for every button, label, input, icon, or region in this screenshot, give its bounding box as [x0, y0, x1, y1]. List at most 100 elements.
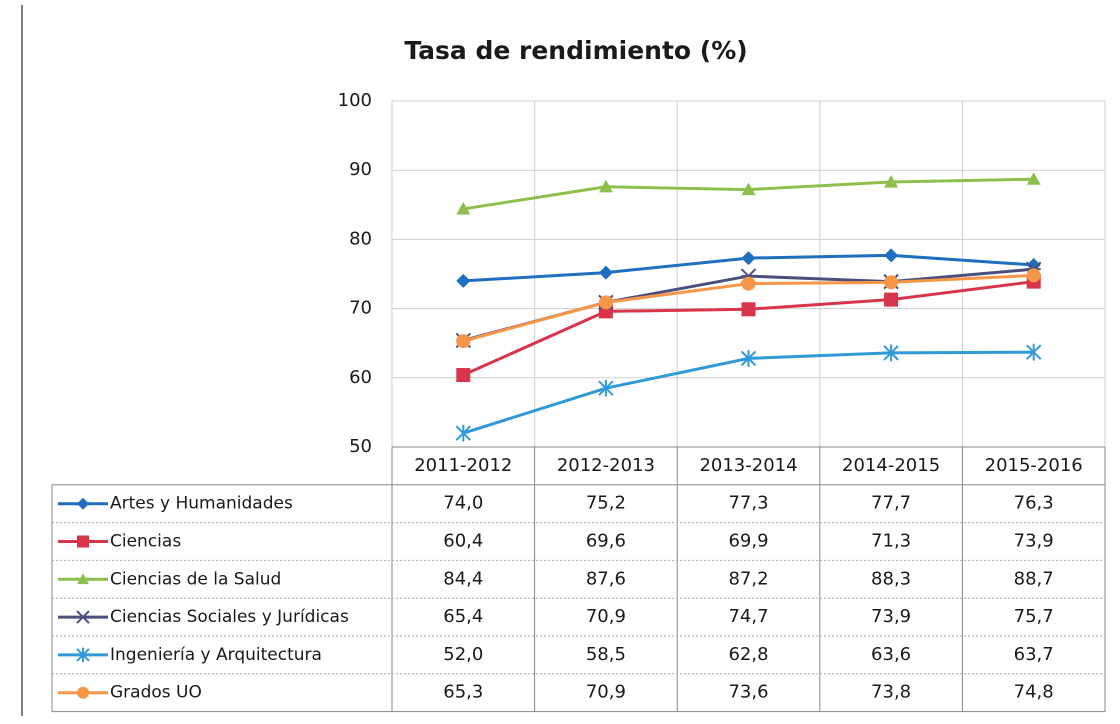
point-marker	[741, 182, 756, 196]
table-value: 75,7	[1014, 606, 1054, 627]
point-marker-part	[456, 201, 471, 215]
point-marker-part	[884, 292, 899, 307]
legend-marker-part	[77, 497, 89, 510]
table-value: 70,9	[586, 606, 626, 627]
table-value: 69,9	[728, 531, 768, 552]
point-marker-part	[1026, 268, 1041, 283]
table-value: 60,4	[443, 531, 483, 552]
y-tick-label: 90	[349, 159, 372, 180]
point-marker	[884, 292, 899, 307]
table-value: 65,3	[443, 682, 483, 703]
legend-marker-part	[77, 686, 89, 699]
legend-marker	[77, 535, 89, 548]
point-marker-part	[884, 248, 899, 263]
point-marker-part	[456, 334, 471, 349]
table-value: 65,4	[443, 606, 483, 627]
x-tick-label: 2015-2016	[985, 455, 1083, 476]
legend-marker-part	[77, 535, 89, 548]
table-value: 75,2	[586, 493, 626, 514]
x-tick-label: 2013-2014	[699, 455, 797, 476]
table-value: 88,3	[871, 568, 911, 589]
table-value: 87,2	[728, 568, 768, 589]
table-value: 52,0	[443, 644, 483, 665]
legend-marker	[76, 647, 90, 663]
y-tick-label: 80	[349, 228, 372, 249]
point-marker-part	[741, 251, 756, 266]
point-marker	[741, 302, 756, 317]
point-marker	[884, 174, 899, 188]
table-value: 73,6	[728, 682, 768, 703]
table-value: 87,6	[586, 568, 626, 589]
table-value: 63,6	[871, 644, 911, 665]
table-value: 74,0	[443, 493, 483, 514]
point-marker	[884, 275, 899, 290]
point-marker	[455, 424, 472, 442]
table-value: 74,7	[728, 606, 768, 627]
legend-marker	[77, 497, 89, 510]
point-marker	[456, 334, 471, 349]
legend-marker	[76, 610, 90, 624]
table-value: 73,9	[1014, 531, 1054, 552]
legend-marker	[77, 686, 89, 699]
point-marker	[598, 265, 613, 280]
point-marker	[884, 248, 899, 263]
legend-marker-part	[77, 573, 89, 585]
x-tick-label: 2014-2015	[842, 455, 940, 476]
point-marker-part	[456, 368, 471, 383]
legend-label: Ciencias Sociales y Jurídicas	[110, 607, 349, 627]
point-marker-part	[1026, 172, 1041, 185]
table-value: 63,7	[1014, 644, 1054, 665]
x-tick-label: 2011-2012	[414, 455, 512, 476]
point-marker-part	[884, 174, 899, 188]
point-marker-part	[741, 276, 756, 291]
point-marker-part	[598, 179, 613, 193]
point-marker	[1026, 268, 1041, 283]
table-value: 70,9	[586, 682, 626, 703]
chart-title: Tasa de rendimiento (%)	[404, 36, 747, 65]
table-value: 77,7	[871, 493, 911, 514]
y-tick-label: 70	[349, 298, 372, 319]
point-marker-part	[884, 275, 899, 290]
table-value: 76,3	[1014, 493, 1054, 514]
point-marker	[883, 344, 899, 362]
legend-label: Grados UO	[110, 683, 202, 703]
point-marker	[456, 273, 471, 288]
point-marker-part	[456, 273, 471, 288]
point-marker	[456, 368, 471, 383]
point-marker	[1026, 172, 1041, 185]
y-tick-label: 60	[349, 367, 372, 388]
point-marker	[598, 295, 613, 310]
point-marker-part	[598, 265, 613, 280]
y-tick-label: 50	[349, 436, 372, 457]
point-marker	[740, 350, 757, 367]
table-value: 73,9	[871, 606, 911, 627]
point-marker	[741, 276, 756, 291]
point-marker-part	[741, 302, 756, 317]
table-value: 62,8	[728, 644, 768, 665]
point-marker	[598, 179, 613, 193]
legend-label: Artes y Humanidades	[110, 494, 293, 514]
point-marker	[456, 201, 471, 215]
point-marker	[741, 251, 756, 266]
x-tick-label: 2012-2013	[557, 455, 655, 476]
table-value: 73,8	[871, 682, 911, 703]
point-marker	[1025, 343, 1042, 361]
point-marker-part	[741, 182, 756, 196]
table-value: 58,5	[586, 644, 626, 665]
table-value: 71,3	[871, 531, 911, 552]
point-marker-part	[598, 295, 613, 310]
legend-label: Ciencias de la Salud	[110, 569, 281, 589]
table-value: 74,8	[1014, 682, 1054, 703]
table-value: 84,4	[443, 568, 483, 589]
legend-marker	[77, 573, 89, 585]
point-marker	[598, 379, 614, 397]
table-value: 77,3	[728, 493, 768, 514]
y-tick-label: 100	[338, 90, 372, 111]
table-value: 88,7	[1014, 568, 1054, 589]
legend-label: Ingeniería y Arquitectura	[110, 645, 322, 665]
legend-label: Ciencias	[110, 532, 181, 552]
table-value: 69,6	[586, 531, 626, 552]
